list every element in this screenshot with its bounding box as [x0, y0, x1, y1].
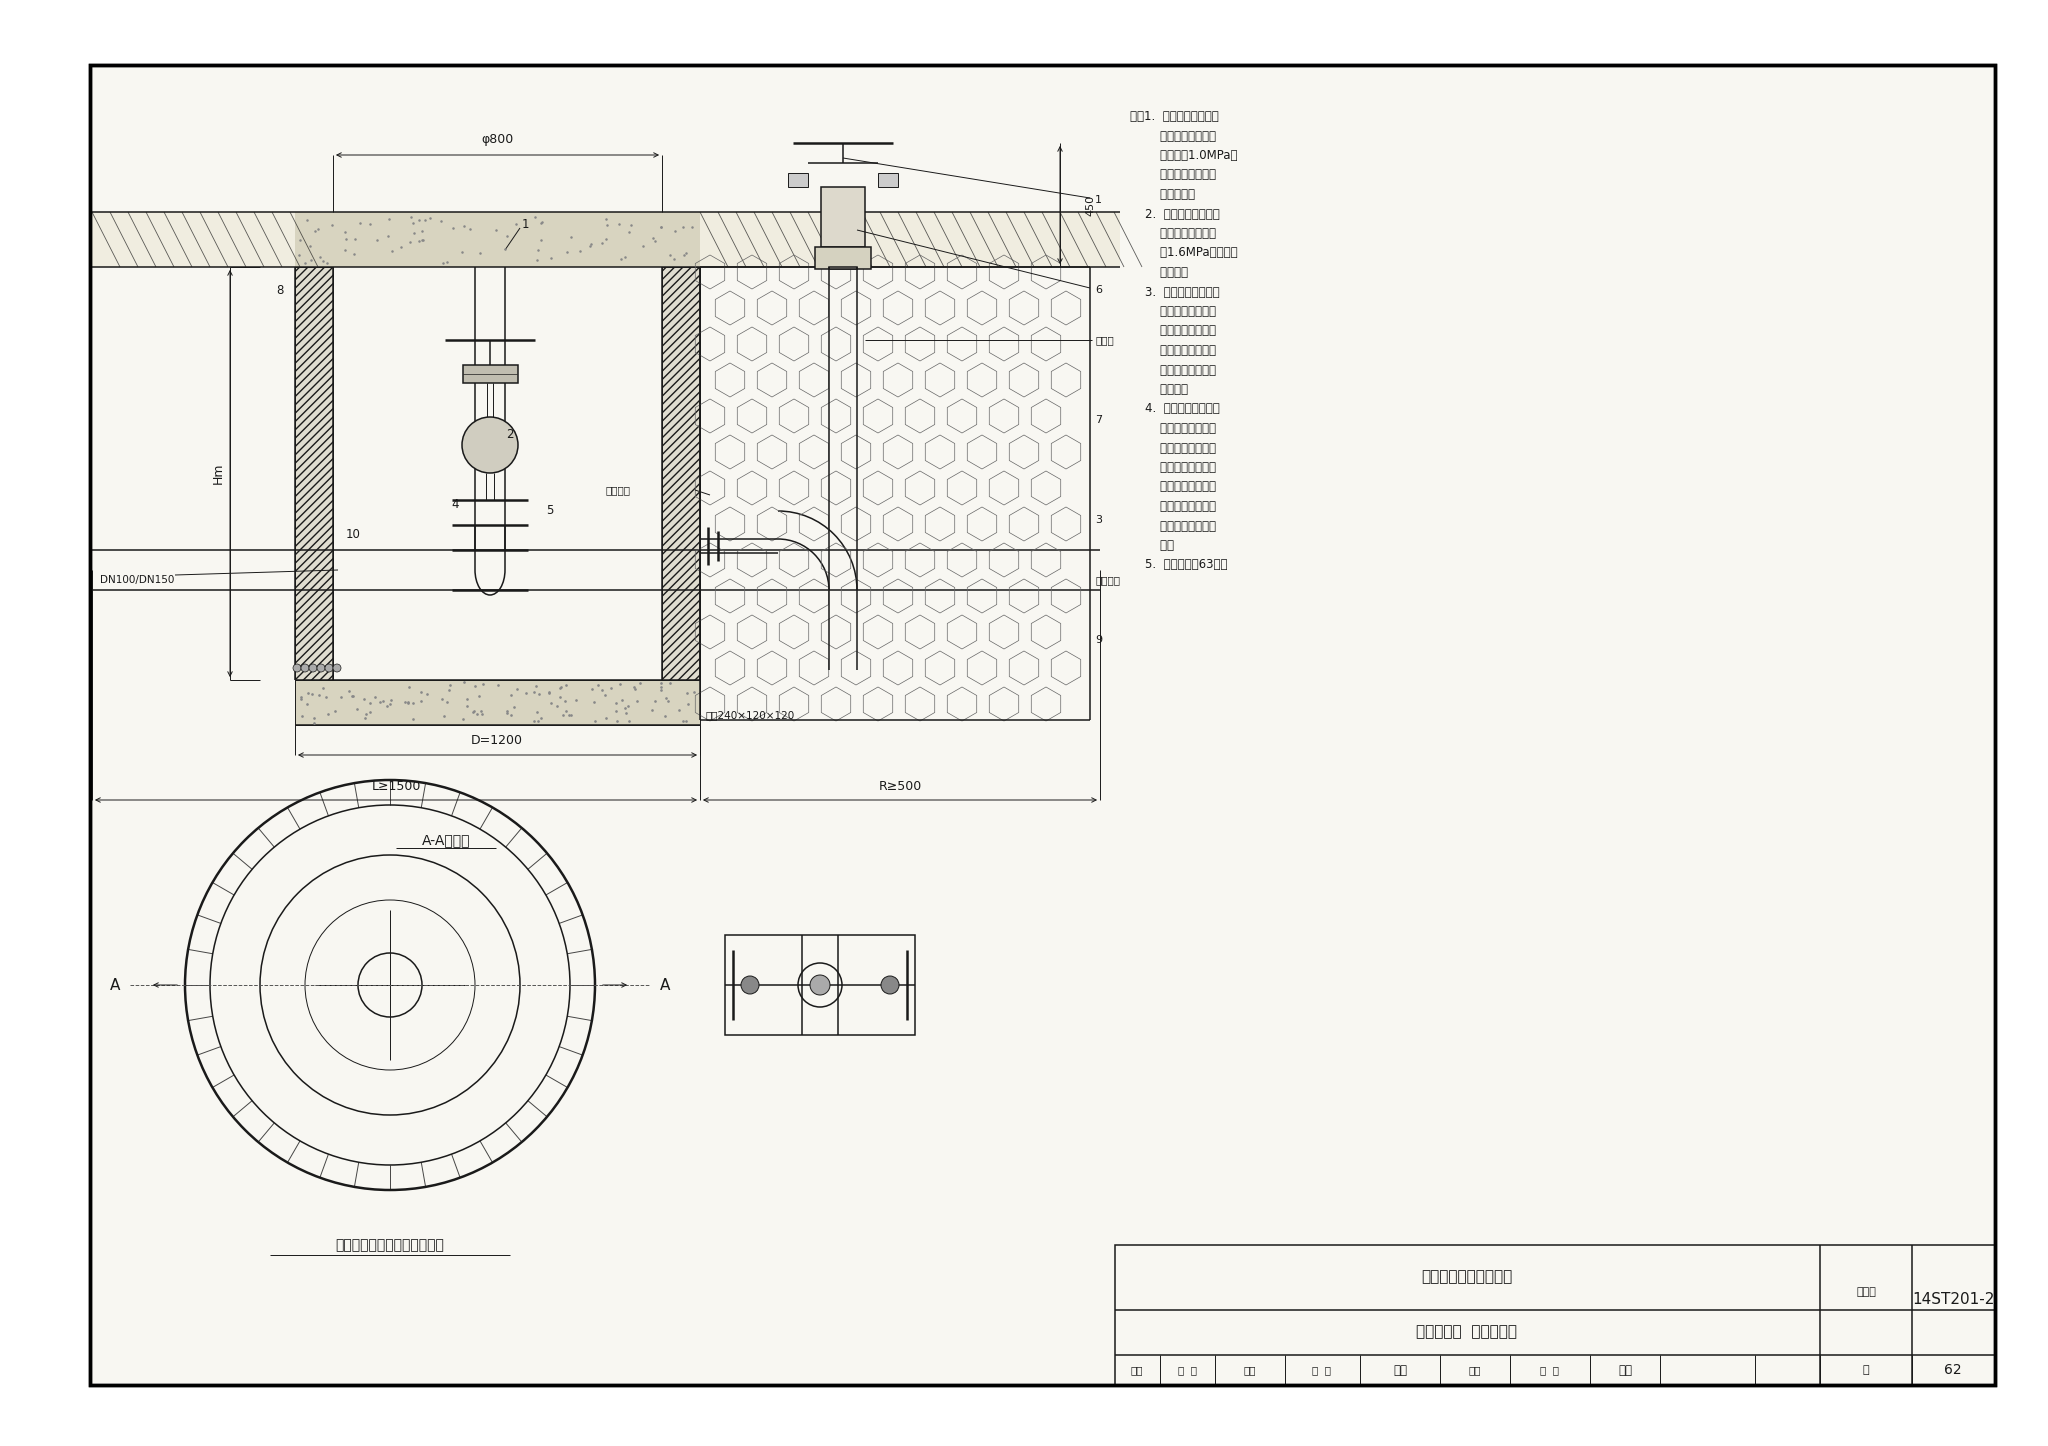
Text: 2: 2 — [506, 428, 514, 441]
Text: 9: 9 — [1096, 635, 1102, 645]
Text: 室外地上式消火栓安装: 室外地上式消火栓安装 — [1421, 1270, 1513, 1284]
Circle shape — [463, 416, 518, 473]
Text: 灌水口: 灌水口 — [1096, 335, 1114, 346]
Text: 面上，其他类型室: 面上，其他类型室 — [1130, 324, 1217, 337]
Bar — [295, 268, 334, 680]
Text: A-A剖面图: A-A剖面图 — [422, 833, 471, 847]
Text: 卵石回填: 卵石回填 — [1096, 576, 1120, 586]
Circle shape — [301, 664, 309, 672]
Circle shape — [309, 664, 317, 672]
Text: 页: 页 — [1864, 1365, 1870, 1375]
Text: 1: 1 — [522, 218, 528, 231]
Text: 柔性连接时，在消: 柔性连接时，在消 — [1130, 441, 1217, 454]
Text: 3.  防撞型室外消火栓: 3. 防撞型室外消火栓 — [1130, 285, 1221, 298]
Circle shape — [334, 664, 342, 672]
Text: 称压力为1.0MPa，: 称压力为1.0MPa， — [1130, 149, 1237, 162]
Text: 度设置。: 度设置。 — [1130, 383, 1188, 396]
Text: 8: 8 — [276, 283, 285, 296]
Text: 3: 3 — [1096, 515, 1102, 525]
Text: 外消火栓的法兰盖: 外消火栓的法兰盖 — [1130, 344, 1217, 357]
Text: 14ST201-2: 14ST201-2 — [1913, 1293, 1995, 1307]
Circle shape — [317, 664, 326, 672]
Circle shape — [811, 975, 829, 995]
Circle shape — [326, 664, 334, 672]
Text: 型室外消火栓，公: 型室外消火栓，公 — [1130, 130, 1217, 143]
Bar — [1114, 1245, 1995, 1385]
Text: 的法兰盖安装在地: 的法兰盖安装在地 — [1130, 305, 1217, 318]
Bar — [821, 187, 864, 247]
Bar — [295, 213, 700, 268]
Bar — [725, 936, 915, 1035]
Text: 圆（矩）形立式阀: 圆（矩）形立式阀 — [1130, 169, 1217, 182]
Text: 450: 450 — [1085, 194, 1096, 215]
Text: 谢洁: 谢洁 — [1393, 1364, 1407, 1377]
Text: 62: 62 — [1944, 1364, 1962, 1377]
Text: A: A — [111, 977, 121, 992]
Text: 5: 5 — [547, 503, 553, 516]
Text: 谢  洁: 谢 洁 — [1313, 1365, 1331, 1375]
Text: L≥1500: L≥1500 — [371, 779, 420, 792]
Text: 门井绘制。: 门井绘制。 — [1130, 188, 1194, 201]
Text: 1: 1 — [1096, 195, 1102, 205]
Text: 校对: 校对 — [1243, 1365, 1255, 1375]
Circle shape — [741, 976, 760, 993]
Bar — [815, 247, 870, 269]
Text: 具体做法由设计确: 具体做法由设计确 — [1130, 519, 1217, 532]
Text: 为1.6MPa时采用法: 为1.6MPa时采用法 — [1130, 246, 1237, 259]
Text: 甘  植: 甘 植 — [1178, 1365, 1196, 1375]
Bar — [295, 680, 700, 724]
Circle shape — [293, 664, 301, 672]
Text: 刚性接口: 刚性接口 — [604, 484, 631, 495]
Bar — [879, 174, 897, 187]
Text: 施，如设支墩等，: 施，如设支墩等， — [1130, 500, 1217, 513]
Text: 审核: 审核 — [1130, 1365, 1143, 1375]
Text: 依据消火栓安装高: 依据消火栓安装高 — [1130, 363, 1217, 376]
Text: φ800: φ800 — [481, 133, 514, 146]
Text: R≥500: R≥500 — [879, 779, 922, 792]
Text: A: A — [659, 977, 670, 992]
Bar — [700, 213, 1120, 268]
Text: 2.  其他类型可按本图: 2. 其他类型可按本图 — [1130, 207, 1221, 220]
Text: DN100/DN150: DN100/DN150 — [100, 576, 174, 586]
Text: 7: 7 — [1096, 415, 1102, 425]
Text: 安装，当公称压力: 安装，当公称压力 — [1130, 227, 1217, 240]
Text: D=1200: D=1200 — [471, 733, 522, 746]
Circle shape — [881, 976, 899, 993]
Text: 4: 4 — [451, 499, 459, 512]
Text: 4.  与消火栓连接的配: 4. 与消火栓连接的配 — [1130, 402, 1221, 415]
Text: 注：1.  本图消火栓按防撞: 注：1. 本图消火栓按防撞 — [1130, 110, 1219, 123]
Text: 10: 10 — [346, 528, 360, 541]
Bar — [829, 268, 856, 269]
Bar — [463, 364, 518, 383]
Text: 室外地上式消火栓安装平面图: 室外地上式消火栓安装平面图 — [336, 1238, 444, 1252]
Text: 需考虑采取稳定措: 需考虑采取稳定措 — [1130, 480, 1217, 493]
Text: 定。: 定。 — [1130, 539, 1174, 552]
Text: 设计: 设计 — [1468, 1365, 1481, 1375]
Text: Hm: Hm — [211, 463, 225, 484]
Text: 兰连接。: 兰连接。 — [1130, 266, 1188, 279]
Text: 支墩240×120×120: 支墩240×120×120 — [705, 710, 795, 720]
Text: 水支管上，若采用: 水支管上，若采用 — [1130, 422, 1217, 435]
Text: 张  娜: 张 娜 — [1540, 1365, 1559, 1375]
Text: 6: 6 — [1096, 285, 1102, 295]
Text: 火栓弯管底座处，: 火栓弯管底座处， — [1130, 461, 1217, 474]
Bar — [788, 174, 809, 187]
Bar — [92, 213, 295, 268]
Text: （阀门井式  支管深装）: （阀门井式 支管深装） — [1417, 1325, 1518, 1339]
Text: 5.  材料表见第63页。: 5. 材料表见第63页。 — [1130, 558, 1227, 571]
Bar — [662, 268, 700, 680]
Text: 张娜: 张娜 — [1618, 1364, 1632, 1377]
Text: 图集号: 图集号 — [1855, 1287, 1876, 1297]
